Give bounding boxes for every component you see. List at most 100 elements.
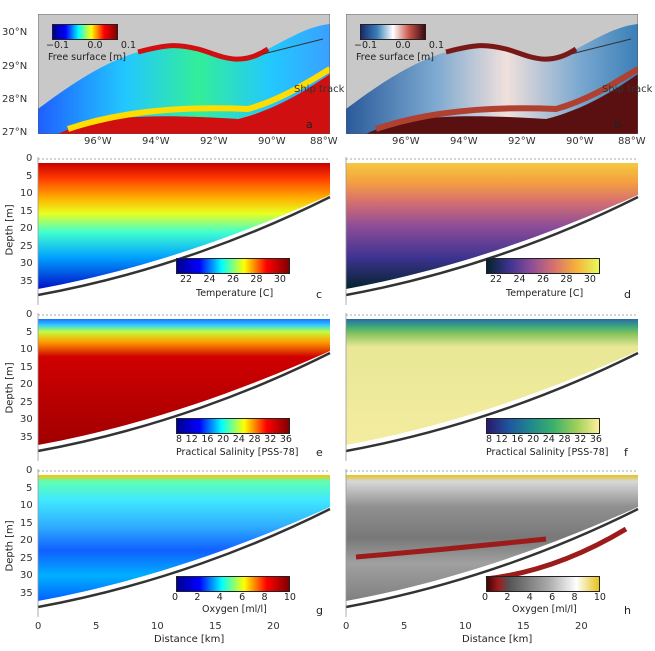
depth-tick: 25 <box>20 396 33 408</box>
distance-tick: 10 <box>151 621 164 632</box>
depth-tick: 35 <box>20 431 33 443</box>
section-data-field <box>38 475 330 601</box>
section-panel-1-right <box>345 313 639 461</box>
section-data-field <box>346 475 638 601</box>
cbar-tick: 36 <box>279 434 292 445</box>
cbar-tick: 28 <box>248 434 261 445</box>
depth-axis-title: Depth [m] <box>4 520 16 572</box>
section-panel-2-right <box>345 469 639 617</box>
cbar-tick: 22 <box>180 274 193 285</box>
cbar-tick: 8 <box>261 592 268 603</box>
lon-tick: 90°W <box>566 136 594 147</box>
cbar-tick: 20 <box>217 434 230 445</box>
map-b-colorbar <box>360 24 426 40</box>
cbar-tick: 8 <box>571 592 578 603</box>
lon-tick: 94°W <box>142 136 170 147</box>
lon-tick: 88°W <box>310 136 338 147</box>
sal-colorbar-left <box>176 418 290 434</box>
cbar-tick: 12 <box>495 434 508 445</box>
cbar-tick: 0.1 <box>428 40 444 51</box>
sal-colorbar-label: Practical Salinity [PSS-78] <box>176 447 299 458</box>
depth-tick: 30 <box>20 414 33 425</box>
cbar-tick: 12 <box>185 434 198 445</box>
depth-axis-title: Depth [m] <box>4 362 16 414</box>
cbar-tick: 6 <box>239 592 246 603</box>
cbar-tick: 0.0 <box>395 40 411 51</box>
depth-tick: 15 <box>20 361 33 373</box>
cbar-tick: 2 <box>504 592 511 603</box>
oxy-colorbar-label: Oxygen [ml/l] <box>512 604 577 615</box>
depth-tick: 0 <box>26 465 33 476</box>
cbar-tick: 28 <box>560 274 573 285</box>
distance-tick: 15 <box>209 621 222 632</box>
panel-letter-g: g <box>316 604 323 617</box>
distance-axis-title: Distance [km] <box>462 634 533 645</box>
section-panel-0-left <box>37 157 331 305</box>
panel-letter-b: b <box>614 118 621 131</box>
cbar-tick: 0 <box>172 592 179 603</box>
lat-tick: 29°N <box>2 61 28 72</box>
map-a-colorbar-label: Free surface [m] <box>48 52 126 63</box>
cbar-tick: 6 <box>549 592 556 603</box>
cbar-tick: 28 <box>558 434 571 445</box>
oxy-colorbar-label: Oxygen [ml/l] <box>202 604 267 615</box>
cbar-tick: 8 <box>486 434 493 445</box>
cbar-tick: 24 <box>542 434 555 445</box>
section-panel-2-left <box>37 469 331 617</box>
map-a-colorbar <box>52 24 118 40</box>
cbar-tick: 36 <box>589 434 602 445</box>
cbar-tick: 22 <box>490 274 503 285</box>
cbar-tick: 24 <box>232 434 245 445</box>
temp-colorbar-label: Temperature [C] <box>506 288 584 299</box>
distance-tick: 20 <box>575 621 588 632</box>
section-panel-0-right <box>345 157 639 305</box>
seafloor-line <box>37 507 331 609</box>
seafloor-line <box>345 351 639 453</box>
cbar-tick: 24 <box>513 274 526 285</box>
seafloor-line <box>37 351 331 453</box>
depth-tick: 5 <box>26 326 33 338</box>
lon-tick: 92°W <box>200 136 228 147</box>
cbar-tick: 30 <box>583 274 596 285</box>
depth-tick: 10 <box>20 344 33 355</box>
temp-colorbar-label: Temperature [C] <box>196 288 274 299</box>
ship-track-label: Ship track <box>294 84 345 95</box>
cbar-tick: 0.1 <box>120 40 136 51</box>
distance-axis-title: Distance [km] <box>154 634 225 645</box>
distance-tick: 5 <box>93 621 100 632</box>
ship-track-label: Ship track <box>602 84 653 95</box>
cbar-tick: 8 <box>176 434 183 445</box>
lon-tick: 92°W <box>508 136 536 147</box>
cbar-tick: 10 <box>593 592 606 603</box>
seafloor-line <box>345 195 639 297</box>
depth-tick: 20 <box>20 223 33 234</box>
depth-tick: 0 <box>26 153 33 164</box>
depth-tick: 25 <box>20 552 33 564</box>
temp-colorbar-right <box>486 258 600 274</box>
cbar-tick: 10 <box>283 592 296 603</box>
panel-letter-d: d <box>624 288 631 301</box>
cbar-tick: 4 <box>216 592 223 603</box>
panel-letter-a: a <box>306 118 313 131</box>
lon-tick: 96°W <box>392 136 420 147</box>
lat-tick: 28°N <box>2 94 28 105</box>
cbar-tick: 4 <box>526 592 533 603</box>
map-panel-a: −0.1 0.0 0.1 Free surface [m] Ship track… <box>38 14 344 134</box>
cbar-tick: 2 <box>194 592 201 603</box>
cbar-tick: 0 <box>482 592 489 603</box>
distance-tick: 20 <box>267 621 280 632</box>
cbar-tick: −0.1 <box>46 40 70 51</box>
depth-tick: 5 <box>26 170 33 182</box>
cbar-tick: 30 <box>273 274 286 285</box>
cbar-tick: −0.1 <box>354 40 378 51</box>
lat-tick: 30°N <box>2 27 28 38</box>
section-data-field <box>38 163 330 289</box>
lon-tick: 94°W <box>450 136 478 147</box>
cbar-tick: 32 <box>264 434 277 445</box>
depth-tick: 10 <box>20 500 33 511</box>
panel-letter-e: e <box>316 446 323 459</box>
depth-tick: 15 <box>20 205 33 217</box>
lon-tick: 96°W <box>84 136 112 147</box>
cbar-tick: 26 <box>536 274 550 285</box>
